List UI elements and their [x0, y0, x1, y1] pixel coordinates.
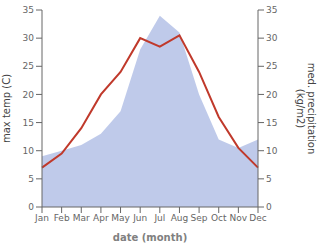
svg-text:15: 15: [23, 118, 34, 128]
svg-text:20: 20: [23, 90, 35, 100]
svg-text:Jan: Jan: [34, 213, 49, 223]
svg-text:10: 10: [23, 146, 35, 156]
svg-text:5: 5: [266, 174, 272, 184]
svg-text:Feb: Feb: [54, 213, 70, 223]
svg-text:Sep: Sep: [191, 213, 208, 223]
svg-text:Aug: Aug: [171, 213, 189, 223]
svg-text:25: 25: [23, 61, 34, 71]
svg-text:30: 30: [23, 33, 35, 43]
svg-text:5: 5: [28, 174, 34, 184]
svg-text:25: 25: [266, 61, 277, 71]
svg-text:15: 15: [266, 118, 277, 128]
svg-text:med. precipitation(kg/m2): med. precipitation(kg/m2): [295, 63, 311, 155]
svg-text:0: 0: [28, 202, 34, 212]
svg-text:Jul: Jul: [153, 213, 165, 223]
svg-text:Oct: Oct: [211, 213, 227, 223]
svg-text:max temp (C): max temp (C): [8, 74, 12, 143]
svg-text:20: 20: [266, 90, 278, 100]
svg-text:35: 35: [266, 5, 277, 15]
svg-text:Dec: Dec: [249, 213, 266, 223]
svg-text:Mar: Mar: [73, 213, 90, 223]
svg-text:30: 30: [266, 33, 278, 43]
svg-text:Jun: Jun: [132, 213, 147, 223]
svg-text:May: May: [111, 213, 130, 223]
svg-text:0: 0: [266, 202, 272, 212]
svg-text:Apr: Apr: [93, 213, 109, 223]
svg-text:date (month): date (month): [113, 232, 187, 243]
svg-text:Nov: Nov: [230, 213, 248, 223]
svg-text:35: 35: [23, 5, 34, 15]
svg-text:10: 10: [266, 146, 278, 156]
